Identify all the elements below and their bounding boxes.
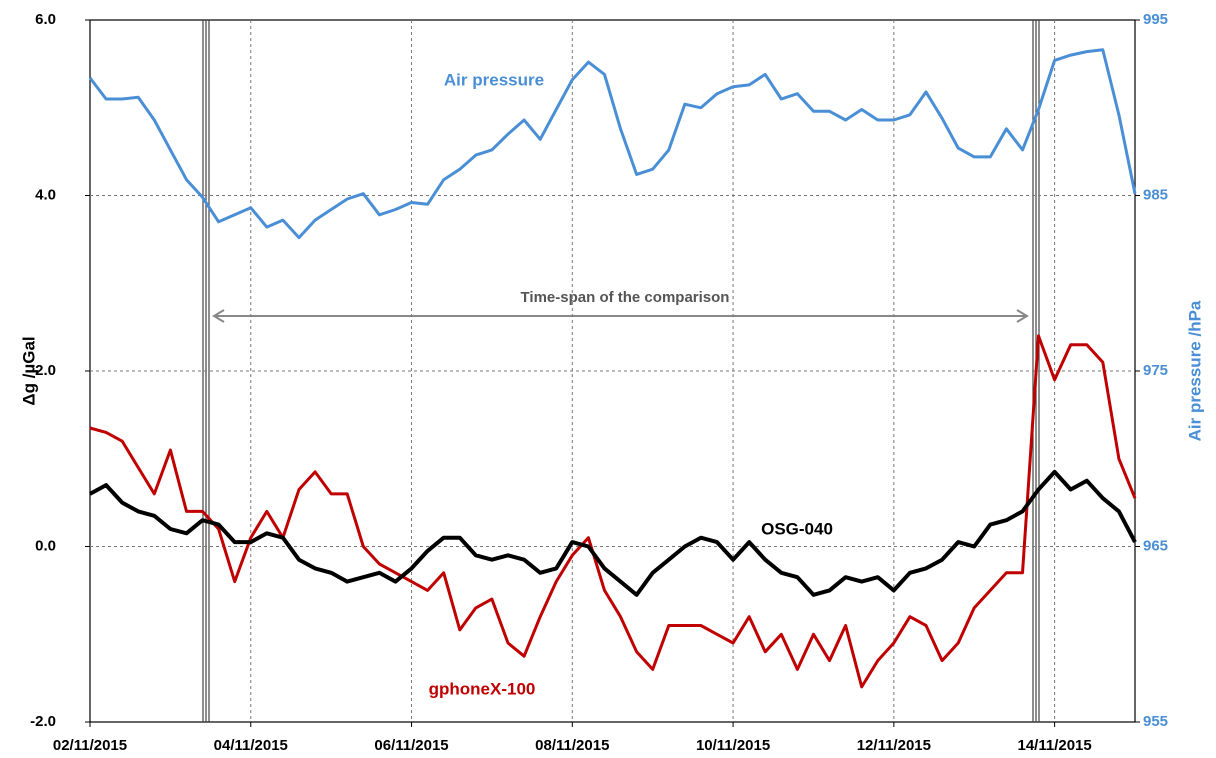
x-tick-label: 06/11/2015 <box>374 737 448 754</box>
series-line <box>89 469 1137 597</box>
y2-axis-label: Air pressure /hPa <box>1185 300 1204 441</box>
x-tick-label: 12/11/2015 <box>857 737 931 754</box>
x-tick-label: 08/11/2015 <box>535 737 609 754</box>
y2-tick-label: 965 <box>1143 537 1168 554</box>
series-label: gphoneX-100 <box>429 679 536 698</box>
series-line <box>89 334 1137 689</box>
x-tick-label: 10/11/2015 <box>696 737 770 754</box>
y2-tick-label: 995 <box>1143 11 1168 28</box>
annotation: Time-span of the comparison <box>521 289 730 306</box>
y-tick-label: 0.0 <box>35 537 56 554</box>
arrow-head <box>1016 309 1029 323</box>
y-tick-label: 4.0 <box>35 186 56 203</box>
y2-tick-label: 975 <box>1143 362 1168 379</box>
series-label: Air pressure <box>444 70 544 89</box>
series-line <box>88 48 1137 240</box>
y-tick-label: -2.0 <box>30 713 56 730</box>
x-tick-label: 04/11/2015 <box>214 737 288 754</box>
y-tick-label: 6.0 <box>35 11 56 28</box>
y2-tick-label: 955 <box>1143 713 1168 730</box>
x-tick-label: 02/11/2015 <box>53 737 127 754</box>
comparison-bounds <box>202 20 1040 722</box>
arrow-head <box>212 309 225 323</box>
y-axis-label: Δg /µGal <box>19 336 38 405</box>
span-arrow <box>212 309 1029 323</box>
y2-tick-label: 985 <box>1143 186 1168 203</box>
series-label: OSG-040 <box>761 519 833 538</box>
y-tick-label: 2.0 <box>35 362 56 379</box>
x-tick-label: 14/11/2015 <box>1017 737 1091 754</box>
